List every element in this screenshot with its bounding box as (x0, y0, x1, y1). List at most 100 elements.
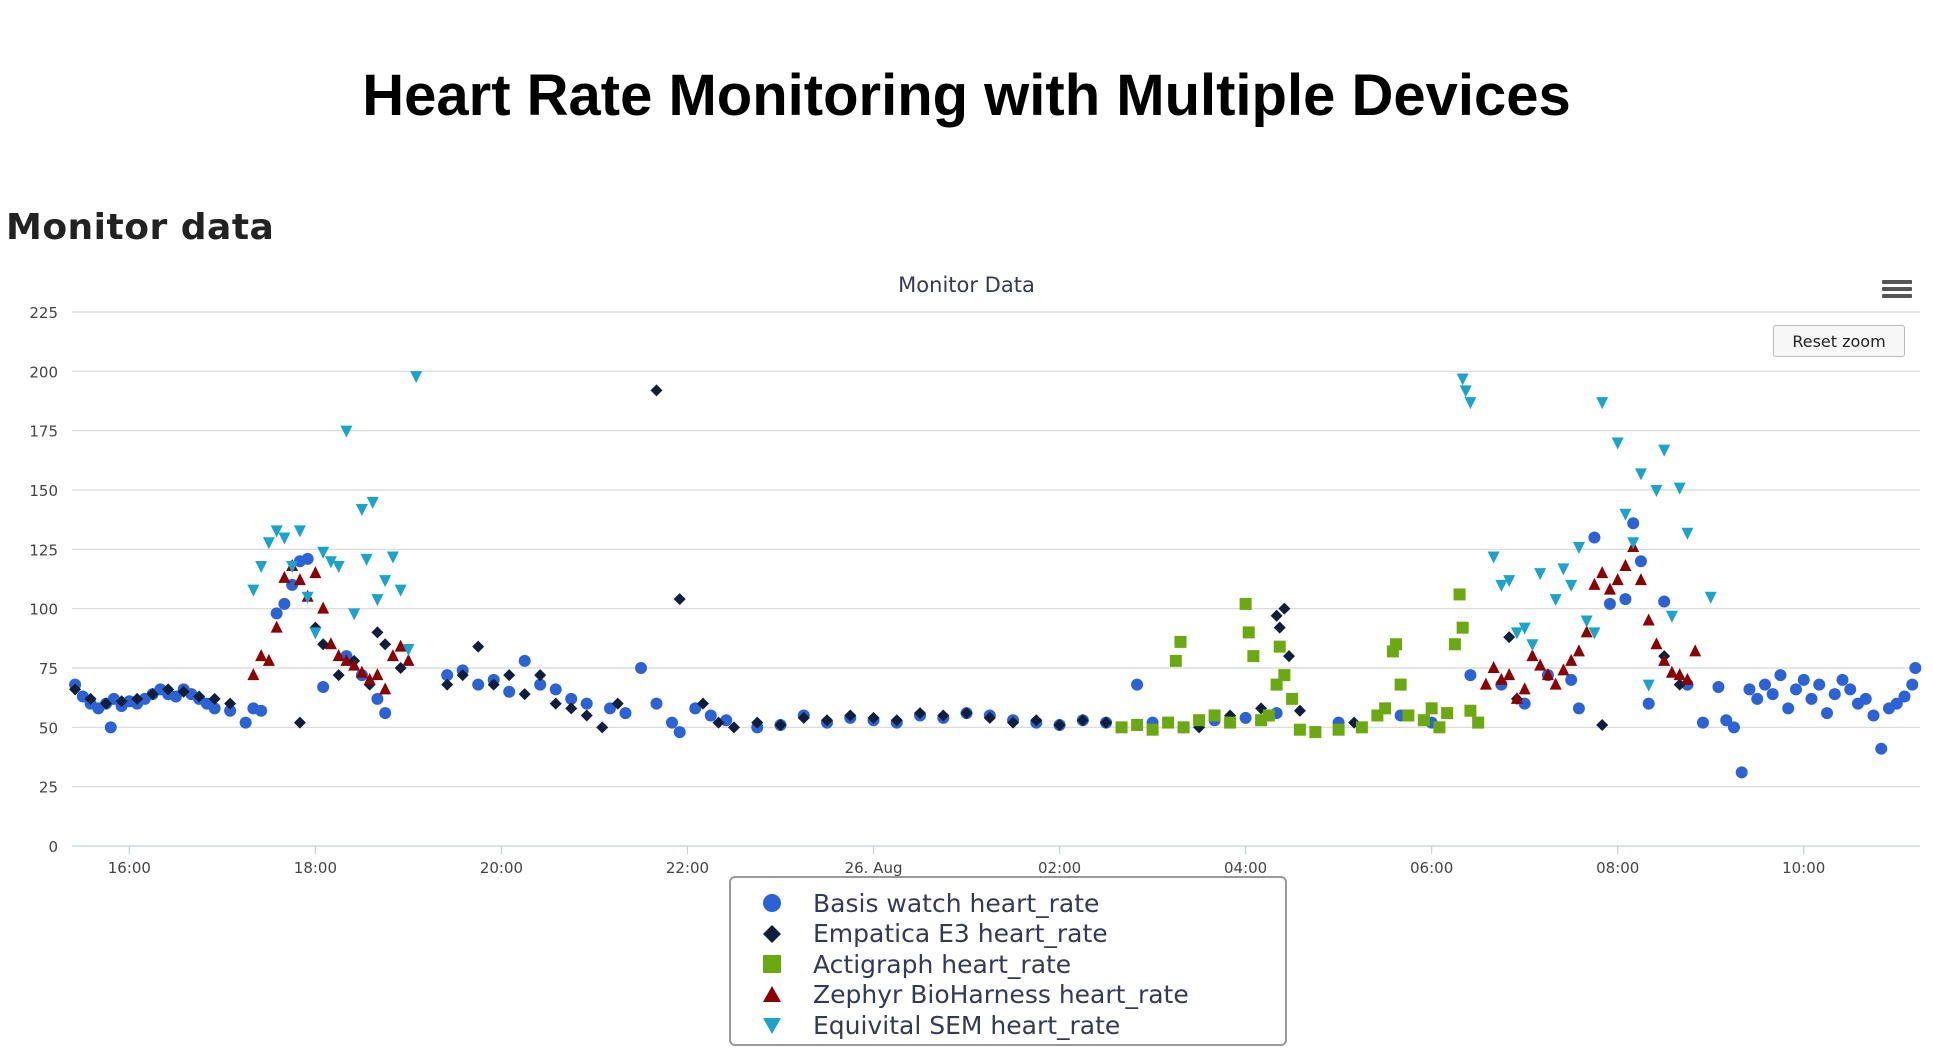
data-point (1487, 551, 1500, 564)
data-point (410, 371, 423, 384)
data-point (619, 707, 632, 720)
slide-title: Heart Rate Monitoring with Multiple Devi… (362, 63, 1571, 128)
data-point (821, 714, 834, 727)
reset-zoom-button[interactable]: Reset zoom (1773, 325, 1905, 357)
data-point (1906, 678, 1919, 691)
data-point (1389, 638, 1402, 651)
data-point (1720, 714, 1733, 727)
data-point (1293, 704, 1306, 717)
data-point (596, 721, 609, 734)
data-point (611, 697, 624, 710)
data-point (193, 690, 206, 703)
data-point (1611, 573, 1624, 586)
data-point (1642, 679, 1655, 692)
data-point (472, 678, 485, 691)
data-point (1402, 709, 1415, 722)
data-point (1208, 709, 1221, 722)
data-point (472, 640, 485, 653)
data-point (1727, 721, 1740, 734)
data-point (1453, 588, 1466, 601)
data-point (355, 503, 368, 516)
data-point (366, 496, 379, 509)
x-tick-label: 26. Aug (845, 859, 903, 877)
data-point (1174, 635, 1187, 648)
data-point (774, 718, 787, 731)
data-point (634, 662, 647, 674)
legend-item[interactable]: Actigraph heart_rate (731, 949, 1285, 980)
data-point (324, 556, 337, 569)
data-point (317, 546, 330, 559)
legend-item[interactable]: Zephyr BioHarness heart_rate (731, 980, 1285, 1011)
chart-title: Monitor Data (898, 273, 1035, 297)
data-point (131, 692, 144, 705)
data-point (1820, 707, 1833, 720)
data-point (518, 688, 531, 701)
legend-item[interactable]: Equivital SEM heart_rate (731, 1010, 1285, 1041)
legend-diamond-icon (759, 921, 785, 947)
data-point (503, 669, 516, 682)
y-tick-label: 225 (29, 304, 58, 322)
data-point (580, 709, 593, 722)
data-point (1526, 649, 1539, 662)
data-point (386, 551, 399, 564)
data-point (1712, 680, 1725, 693)
data-point (371, 692, 384, 705)
data-point (890, 714, 903, 727)
legend-item[interactable]: Empatica E3 heart_rate (731, 919, 1285, 950)
data-point (208, 702, 221, 715)
data-point (379, 682, 392, 695)
x-tick-label: 20:00 (480, 859, 523, 877)
x-tick-label: 16:00 (108, 859, 151, 877)
data-point (1162, 716, 1175, 729)
x-tick-label: 18:00 (294, 859, 337, 877)
data-point (1681, 672, 1694, 685)
data-point (673, 726, 686, 739)
data-point (386, 649, 399, 662)
data-point (1100, 716, 1113, 729)
y-tick-label: 75 (39, 660, 58, 678)
hamburger-menu-icon[interactable] (1882, 280, 1912, 302)
data-point (1665, 665, 1678, 678)
data-point (394, 584, 407, 597)
data-point (270, 607, 283, 620)
legend-circle-icon (759, 890, 785, 916)
data-point (1448, 638, 1461, 651)
data-point (1131, 678, 1144, 691)
data-point (1549, 677, 1562, 690)
data-point (348, 658, 361, 671)
data-point (270, 525, 283, 538)
data-point (1634, 555, 1647, 568)
data-point (309, 627, 322, 640)
data-point (1379, 702, 1392, 715)
legend-item[interactable]: Basis watch heart_rate (731, 888, 1285, 919)
data-point (402, 653, 415, 666)
data-point (534, 669, 547, 682)
data-point (1898, 690, 1911, 703)
data-point (1224, 716, 1237, 729)
data-point (1588, 531, 1601, 544)
data-point (379, 638, 392, 651)
data-point (844, 709, 857, 722)
legend-triangle-up-icon (759, 982, 785, 1008)
data-point (1875, 742, 1888, 755)
x-tick-label: 22:00 (666, 859, 709, 877)
data-point (1673, 678, 1686, 691)
data-point (1673, 482, 1686, 495)
data-point (751, 716, 764, 729)
data-point (348, 608, 361, 621)
data-point (1510, 691, 1523, 704)
data-point (1789, 683, 1802, 696)
data-point (1565, 673, 1578, 686)
data-point (1867, 709, 1880, 722)
data-point (1518, 682, 1531, 695)
data-point (1487, 661, 1500, 673)
data-point (340, 653, 353, 666)
data-point (1704, 591, 1717, 604)
data-point (247, 584, 260, 597)
data-point (565, 692, 578, 705)
data-point (1309, 726, 1322, 739)
data-point (1456, 621, 1469, 634)
data-point (960, 707, 973, 720)
data-point (456, 669, 469, 682)
